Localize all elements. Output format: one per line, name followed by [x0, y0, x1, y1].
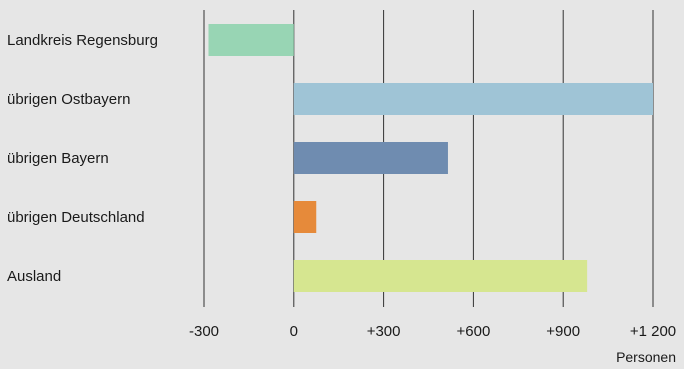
category-label: übrigen Deutschland — [7, 209, 145, 226]
bar — [293, 260, 588, 292]
category-label: übrigen Ostbayern — [7, 91, 130, 108]
x-tick-label: +600 — [457, 323, 491, 340]
tick-labels: -300 0 +300 +600 +900 +1 200 — [189, 323, 676, 340]
x-tick-label: +300 — [367, 323, 401, 340]
category-label: übrigen Bayern — [7, 150, 109, 167]
category-label: Landkreis Regensburg — [7, 32, 158, 49]
category-label: Ausland — [7, 268, 61, 285]
x-tick-label: 0 — [290, 323, 298, 340]
x-tick-label: -300 — [189, 323, 219, 340]
bar — [293, 83, 653, 115]
bar — [293, 201, 317, 233]
x-tick-label: +900 — [546, 323, 580, 340]
x-tick-label: +1 200 — [630, 323, 676, 340]
x-axis-title: Personen — [616, 349, 676, 365]
bars — [208, 24, 653, 292]
bar — [208, 24, 294, 56]
category-labels: Landkreis Regensburg übrigen Ostbayern übr… — [7, 32, 158, 285]
bar — [293, 142, 448, 174]
